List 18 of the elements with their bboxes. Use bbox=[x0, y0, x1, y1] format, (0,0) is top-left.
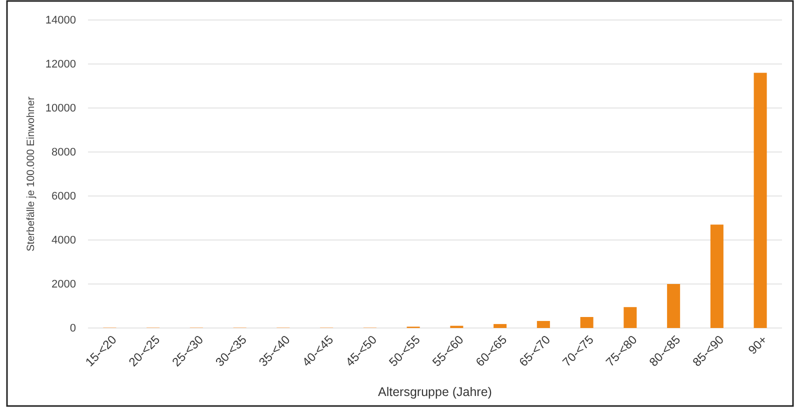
bar bbox=[494, 324, 507, 328]
bar bbox=[536, 320, 550, 328]
x-tick-label: 90+ bbox=[745, 332, 770, 357]
bar bbox=[580, 317, 594, 328]
bar bbox=[754, 72, 767, 328]
bar bbox=[710, 224, 724, 328]
y-tick-label: 4000 bbox=[52, 234, 76, 247]
y-tick-label: 14000 bbox=[45, 14, 76, 27]
y-tick-label: 6000 bbox=[52, 190, 76, 203]
y-tick-label: 0 bbox=[70, 322, 76, 335]
bar bbox=[667, 284, 680, 328]
y-axis-title: Sterbefälle je 100.000 Einwohner bbox=[25, 96, 37, 252]
bar bbox=[624, 307, 637, 328]
y-tick-label: 2000 bbox=[52, 278, 76, 291]
x-axis-title: Altersgruppe (Jahre) bbox=[378, 385, 492, 399]
y-tick-label: 10000 bbox=[45, 102, 76, 115]
y-tick-label: 8000 bbox=[52, 146, 76, 159]
y-tick-label: 12000 bbox=[45, 58, 76, 71]
